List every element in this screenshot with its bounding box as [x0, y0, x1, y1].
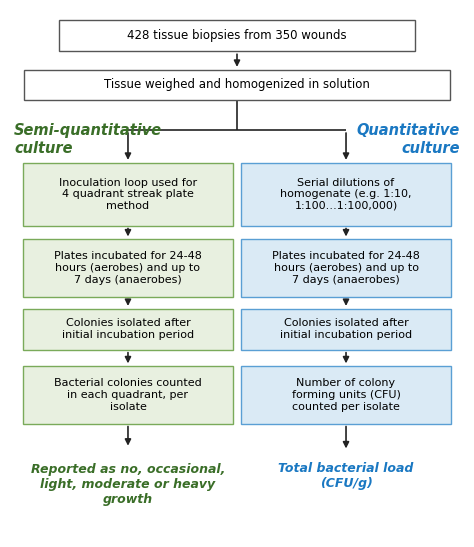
FancyBboxPatch shape	[240, 240, 451, 296]
Text: Reported as no, occasional,
light, moderate or heavy
growth: Reported as no, occasional, light, moder…	[31, 463, 225, 505]
FancyBboxPatch shape	[23, 163, 233, 225]
FancyBboxPatch shape	[23, 240, 233, 296]
Text: Quantitative
culture: Quantitative culture	[356, 123, 460, 156]
Text: Number of colony
forming units (CFU)
counted per isolate: Number of colony forming units (CFU) cou…	[292, 379, 401, 411]
FancyBboxPatch shape	[23, 309, 233, 350]
Text: Inoculation loop used for
4 quadrant streak plate
method: Inoculation loop used for 4 quadrant str…	[59, 178, 197, 211]
Text: Colonies isolated after
initial incubation period: Colonies isolated after initial incubati…	[62, 318, 194, 340]
FancyBboxPatch shape	[240, 163, 451, 225]
Text: Semi-quantitative
culture: Semi-quantitative culture	[14, 123, 162, 156]
FancyBboxPatch shape	[23, 366, 233, 423]
FancyBboxPatch shape	[240, 366, 451, 423]
Text: Plates incubated for 24-48
hours (aerobes) and up to
7 days (anaerobes): Plates incubated for 24-48 hours (aerobe…	[272, 252, 420, 284]
Text: Tissue weighed and homogenized in solution: Tissue weighed and homogenized in soluti…	[104, 78, 370, 91]
Text: Plates incubated for 24-48
hours (aerobes) and up to
7 days (anaerobes): Plates incubated for 24-48 hours (aerobe…	[54, 252, 202, 284]
Text: 428 tissue biopsies from 350 wounds: 428 tissue biopsies from 350 wounds	[127, 29, 347, 42]
Text: Serial dilutions of
homogenate (e.g. 1:10,
1:100…1:100,000): Serial dilutions of homogenate (e.g. 1:1…	[280, 178, 412, 211]
FancyBboxPatch shape	[59, 20, 415, 51]
Text: Bacterial colonies counted
in each quadrant, per
isolate: Bacterial colonies counted in each quadr…	[54, 379, 202, 411]
FancyBboxPatch shape	[24, 69, 450, 100]
Text: Total bacterial load
(CFU/g): Total bacterial load (CFU/g)	[278, 462, 414, 490]
Text: Colonies isolated after
initial incubation period: Colonies isolated after initial incubati…	[280, 318, 412, 340]
FancyBboxPatch shape	[240, 309, 451, 350]
